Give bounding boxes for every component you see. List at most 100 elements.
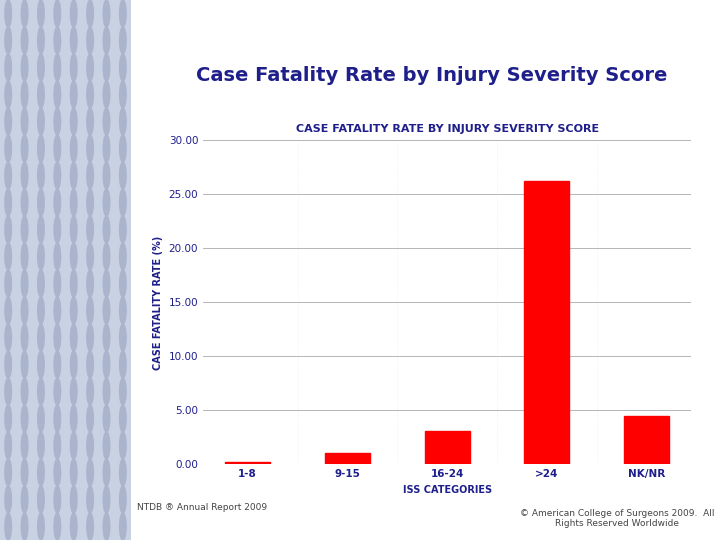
Circle shape: [71, 243, 77, 270]
Circle shape: [37, 297, 44, 324]
Circle shape: [22, 513, 28, 540]
Circle shape: [54, 270, 60, 297]
Circle shape: [5, 486, 12, 513]
Circle shape: [120, 189, 126, 216]
Circle shape: [103, 324, 109, 351]
Circle shape: [5, 0, 12, 27]
Circle shape: [71, 135, 77, 162]
Circle shape: [37, 108, 44, 135]
Circle shape: [87, 81, 94, 108]
Circle shape: [22, 243, 28, 270]
Circle shape: [37, 54, 44, 81]
Circle shape: [22, 162, 28, 189]
Circle shape: [22, 270, 28, 297]
Circle shape: [87, 189, 94, 216]
Circle shape: [120, 405, 126, 432]
Circle shape: [71, 513, 77, 540]
Circle shape: [5, 27, 12, 54]
Circle shape: [103, 189, 109, 216]
Circle shape: [54, 513, 60, 540]
Circle shape: [120, 162, 126, 189]
Bar: [425, 431, 469, 464]
Circle shape: [120, 513, 126, 540]
Circle shape: [87, 216, 94, 243]
Circle shape: [5, 432, 12, 459]
Circle shape: [120, 135, 126, 162]
Circle shape: [120, 0, 126, 27]
Circle shape: [37, 162, 44, 189]
Circle shape: [103, 54, 109, 81]
Circle shape: [22, 297, 28, 324]
Circle shape: [54, 486, 60, 513]
Circle shape: [103, 162, 109, 189]
Circle shape: [22, 486, 28, 513]
Circle shape: [22, 405, 28, 432]
Circle shape: [37, 351, 44, 378]
Bar: [325, 453, 370, 464]
Circle shape: [37, 216, 44, 243]
Circle shape: [5, 513, 12, 540]
Circle shape: [5, 108, 12, 135]
Circle shape: [87, 270, 94, 297]
Circle shape: [5, 162, 12, 189]
Circle shape: [120, 432, 126, 459]
Circle shape: [54, 108, 60, 135]
Circle shape: [103, 405, 109, 432]
Circle shape: [71, 459, 77, 486]
Circle shape: [71, 81, 77, 108]
Circle shape: [71, 270, 77, 297]
Circle shape: [87, 108, 94, 135]
Circle shape: [22, 216, 28, 243]
Circle shape: [54, 216, 60, 243]
Circle shape: [71, 378, 77, 405]
Circle shape: [87, 486, 94, 513]
Y-axis label: CASE FATALITY RATE (%): CASE FATALITY RATE (%): [153, 235, 163, 369]
Circle shape: [5, 324, 12, 351]
Circle shape: [71, 27, 77, 54]
Circle shape: [54, 54, 60, 81]
Circle shape: [103, 81, 109, 108]
Circle shape: [54, 0, 60, 27]
Circle shape: [22, 108, 28, 135]
Circle shape: [120, 243, 126, 270]
Circle shape: [37, 459, 44, 486]
Circle shape: [120, 81, 126, 108]
Circle shape: [22, 0, 28, 27]
Circle shape: [87, 0, 94, 27]
Circle shape: [54, 405, 60, 432]
Circle shape: [71, 108, 77, 135]
Circle shape: [54, 351, 60, 378]
Circle shape: [54, 162, 60, 189]
Circle shape: [103, 297, 109, 324]
Circle shape: [103, 513, 109, 540]
Circle shape: [103, 351, 109, 378]
Circle shape: [71, 405, 77, 432]
Circle shape: [37, 432, 44, 459]
Circle shape: [103, 108, 109, 135]
Text: NTDB ® Annual Report 2009: NTDB ® Annual Report 2009: [137, 503, 267, 512]
Circle shape: [87, 459, 94, 486]
Circle shape: [37, 270, 44, 297]
Circle shape: [37, 243, 44, 270]
Circle shape: [103, 270, 109, 297]
Circle shape: [71, 54, 77, 81]
Circle shape: [37, 405, 44, 432]
Circle shape: [37, 0, 44, 27]
Circle shape: [54, 459, 60, 486]
Circle shape: [22, 27, 28, 54]
Bar: [225, 462, 270, 464]
Circle shape: [87, 243, 94, 270]
Circle shape: [54, 135, 60, 162]
Circle shape: [37, 324, 44, 351]
Circle shape: [103, 459, 109, 486]
Circle shape: [103, 0, 109, 27]
Circle shape: [87, 297, 94, 324]
Circle shape: [71, 297, 77, 324]
Circle shape: [71, 432, 77, 459]
Circle shape: [87, 54, 94, 81]
Circle shape: [5, 135, 12, 162]
Circle shape: [22, 81, 28, 108]
Circle shape: [87, 513, 94, 540]
Circle shape: [54, 432, 60, 459]
Circle shape: [54, 243, 60, 270]
